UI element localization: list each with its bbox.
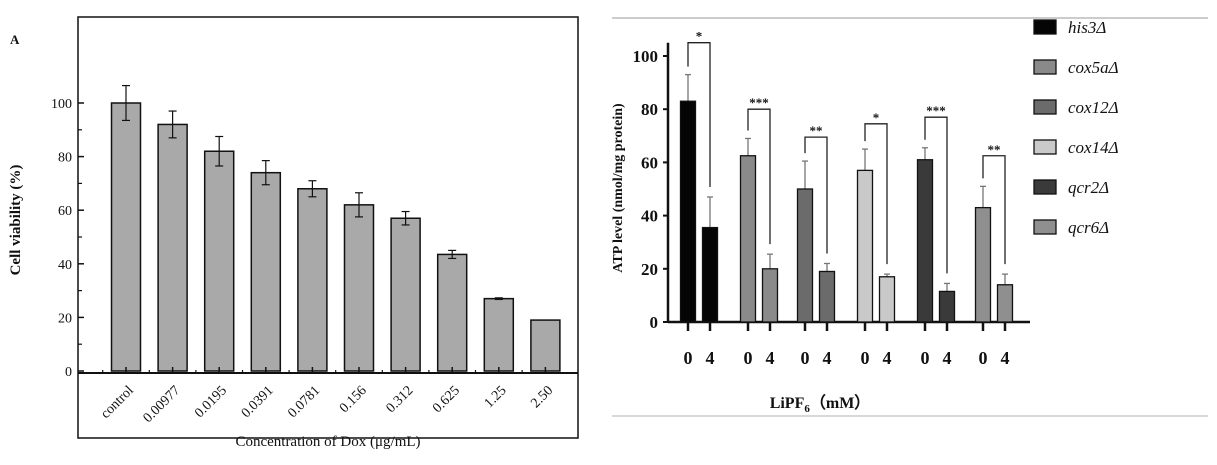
- significance-bracket: [804, 136, 828, 254]
- legend-label: cox5aΔ: [1068, 58, 1119, 77]
- x-tick-label: 0.0781: [285, 383, 323, 421]
- legend-swatch: [1033, 179, 1057, 195]
- bar: [796, 188, 814, 323]
- legend-label: his3Δ: [1068, 18, 1106, 37]
- x-tick-label: 4: [1001, 348, 1010, 368]
- legend-swatch: [1033, 99, 1057, 115]
- legend-swatch: [1033, 139, 1057, 155]
- y-axis-title: Cell viability (%): [8, 165, 24, 276]
- x-tick-label: 4: [706, 348, 715, 368]
- significance-bracket: [924, 116, 948, 274]
- bar: [203, 150, 235, 372]
- bar: [250, 171, 282, 372]
- bar: [297, 188, 328, 372]
- y-tick-label: 40: [58, 258, 72, 273]
- x-tick-label: 0: [979, 348, 988, 368]
- bar: [739, 155, 757, 323]
- x-tick-label: 1.25: [482, 383, 510, 411]
- y-tick-label: 100: [633, 47, 659, 66]
- x-tick-label: 4: [766, 348, 775, 368]
- significance-label: *: [696, 29, 703, 44]
- bar: [856, 169, 874, 323]
- significance-label: ***: [926, 103, 946, 118]
- x-tick-label: 0.0391: [239, 383, 277, 421]
- bar: [878, 276, 896, 323]
- bar: [110, 102, 142, 372]
- x-tick-label: 0: [744, 348, 753, 368]
- legend-label: cox14Δ: [1068, 138, 1119, 157]
- y-tick-label: 60: [58, 204, 72, 219]
- bar: [996, 284, 1014, 323]
- y-axis-title: ATP level (nmol/mg protein): [611, 103, 626, 273]
- y-tick-label: 40: [641, 207, 658, 226]
- bar: [530, 319, 561, 372]
- x-tick-label: control: [98, 383, 137, 422]
- bar: [436, 253, 468, 372]
- x-tick-label: 0.0195: [192, 383, 230, 421]
- y-tick-label: 100: [51, 97, 72, 112]
- bar: [390, 217, 421, 372]
- bar: [916, 159, 934, 323]
- x-axis-title-main: LiPF: [770, 395, 805, 412]
- panel-label: A: [10, 32, 20, 47]
- bar: [818, 270, 836, 323]
- x-axis-title: LiPF6（mM）: [770, 394, 871, 415]
- y-tick-label: 20: [641, 260, 658, 279]
- bar: [761, 268, 779, 323]
- y-tick-label: 80: [58, 151, 72, 166]
- significance-label: **: [988, 142, 1001, 157]
- bar: [679, 100, 697, 323]
- x-axis-title-subscript: 6: [804, 403, 810, 415]
- y-tick-label: 0: [650, 313, 659, 332]
- legend-label: qcr2Δ: [1068, 178, 1109, 197]
- y-tick-label: 20: [58, 311, 72, 326]
- significance-label: *: [873, 110, 880, 125]
- legend-swatch: [1033, 19, 1057, 35]
- bar: [701, 226, 719, 323]
- bar: [938, 290, 956, 323]
- x-tick-label: 4: [883, 348, 892, 368]
- x-tick-label: 0.625: [430, 383, 463, 416]
- x-tick-label: 2.50: [528, 383, 556, 411]
- y-tick-label: 80: [641, 100, 658, 119]
- x-tick-label: 0: [921, 348, 930, 368]
- x-tick-label: 4: [943, 348, 952, 368]
- y-tick-label: 60: [641, 153, 658, 172]
- cell-viability-chart: A 0 20 40 60 80 100 control 0.00977 0.0195 0.0391…: [8, 16, 579, 450]
- significance-label: **: [810, 123, 823, 138]
- legend-label: qcr6Δ: [1068, 218, 1109, 237]
- x-tick-label: 0: [861, 348, 870, 368]
- legend-label: cox12Δ: [1068, 98, 1119, 117]
- plot-frame: [77, 16, 579, 439]
- x-tick-label: 0: [684, 348, 693, 368]
- significance-bracket: [982, 155, 1006, 265]
- y-tick-label: 0: [65, 365, 72, 380]
- bar: [483, 297, 515, 372]
- legend-swatch: [1033, 59, 1057, 75]
- x-tick-label: 0.00977: [141, 383, 184, 426]
- significance-label: ***: [749, 95, 769, 110]
- x-axis-title: Concentration of Dox (μg/mL): [235, 434, 420, 450]
- x-tick-label: 0: [801, 348, 810, 368]
- significance-bracket: [747, 108, 771, 245]
- bar: [974, 206, 992, 323]
- x-tick-label: 0.156: [337, 383, 370, 416]
- x-tick-label: 0.312: [384, 383, 417, 416]
- significance-bracket: [864, 123, 888, 265]
- x-tick-label: 4: [823, 348, 832, 368]
- significance-bracket: [687, 42, 711, 187]
- legend: his3Δ cox5aΔ cox12Δ cox14Δ qcr2Δ qcr6Δ: [1033, 18, 1119, 237]
- legend-swatch: [1033, 219, 1057, 235]
- x-axis-title-unit: （mM）: [810, 394, 870, 412]
- bar: [343, 204, 375, 372]
- bar: [157, 123, 188, 372]
